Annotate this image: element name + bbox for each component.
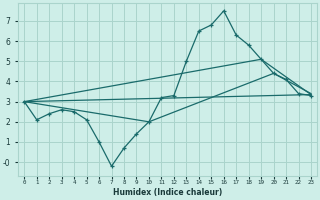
X-axis label: Humidex (Indice chaleur): Humidex (Indice chaleur) — [113, 188, 222, 197]
